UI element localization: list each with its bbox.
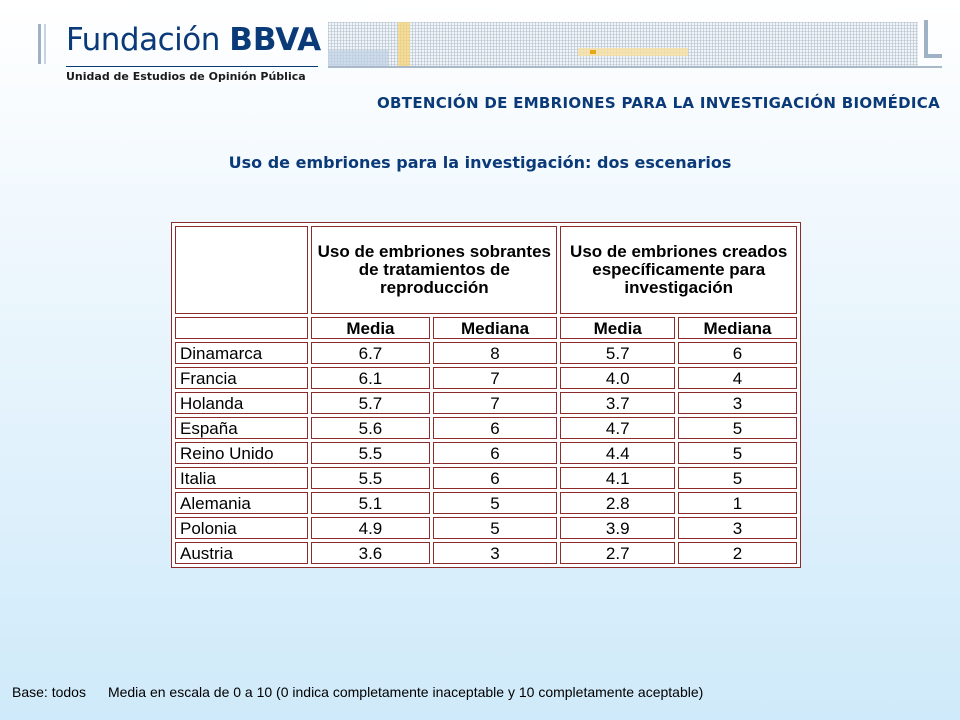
value-cell: 3 [432, 542, 558, 564]
country-cell: Austria [175, 542, 309, 564]
country-cell: Alemania [175, 492, 309, 514]
results-table-body: Uso de embriones sobrantes de tratamient… [175, 226, 797, 564]
value-cell: 2.8 [560, 492, 675, 514]
logo-bar-icon [38, 24, 41, 64]
unit-name: Unidad de Estudios de Opinión Pública [66, 70, 306, 83]
section-title: OBTENCIÓN DE EMBRIONES PARA LA INVESTIGA… [377, 94, 940, 112]
corner-bracket-icon [924, 20, 928, 58]
table-row: Francia 6.1 7 4.0 4 [175, 367, 797, 389]
table-row: Dinamarca 6.7 8 5.7 6 [175, 342, 797, 364]
value-cell: 3.6 [311, 542, 430, 564]
value-cell: 4.1 [560, 467, 675, 489]
footer-base: Base: todos [12, 684, 86, 700]
table-row: Austria 3.6 3 2.7 2 [175, 542, 797, 564]
value-cell: 4.4 [560, 442, 675, 464]
value-cell: 5 [432, 517, 558, 539]
country-cell: Dinamarca [175, 342, 309, 364]
value-cell: 6 [678, 342, 797, 364]
value-cell: 5.5 [311, 467, 430, 489]
table-row: Alemania 5.1 5 2.8 1 [175, 492, 797, 514]
value-cell: 7 [432, 367, 558, 389]
value-cell: 8 [432, 342, 558, 364]
value-cell: 2 [678, 542, 797, 564]
value-cell: 3 [678, 517, 797, 539]
table-group-header-row: Uso de embriones sobrantes de tratamient… [175, 226, 797, 314]
subheader-mediana: Mediana [678, 317, 797, 339]
table-row: España 5.6 6 4.7 5 [175, 417, 797, 439]
results-table: Uso de embriones sobrantes de tratamient… [171, 222, 801, 568]
table-row: Polonia 4.9 5 3.9 3 [175, 517, 797, 539]
value-cell: 5.7 [560, 342, 675, 364]
subheader-blank [175, 317, 309, 339]
brand-name: Fundación BBVA [66, 22, 322, 58]
value-cell: 6.7 [311, 342, 430, 364]
country-cell: España [175, 417, 309, 439]
value-cell: 6 [432, 442, 558, 464]
value-cell: 6.1 [311, 367, 430, 389]
subheader-media: Media [311, 317, 430, 339]
value-cell: 3.7 [560, 392, 675, 414]
country-cell: Holanda [175, 392, 309, 414]
country-cell: Francia [175, 367, 309, 389]
logo-divider [66, 66, 318, 67]
slide-title: Uso de embriones para la investigación: … [228, 153, 732, 172]
value-cell: 1 [678, 492, 797, 514]
country-cell: Polonia [175, 517, 309, 539]
value-cell: 3.9 [560, 517, 675, 539]
value-cell: 4.7 [560, 417, 675, 439]
footer-scale-note: Media en escala de 0 a 10 (0 indica comp… [107, 684, 704, 700]
table-row: Holanda 5.7 7 3.7 3 [175, 392, 797, 414]
value-cell: 5.7 [311, 392, 430, 414]
value-cell: 5.1 [311, 492, 430, 514]
value-cell: 4 [678, 367, 797, 389]
table-row: Reino Unido 5.5 6 4.4 5 [175, 442, 797, 464]
fundacion-bbva-logo: Fundación BBVA Unidad de Estudios de Opi… [38, 20, 328, 86]
value-cell: 2.7 [560, 542, 675, 564]
value-cell: 5.5 [311, 442, 430, 464]
header-scenario-leftover: Uso de embriones sobrantes de tratamient… [311, 226, 558, 314]
header-divider [328, 66, 942, 68]
country-cell: Reino Unido [175, 442, 309, 464]
decorative-grid [328, 22, 918, 66]
table-corner-cell [175, 226, 309, 314]
value-cell: 5 [432, 492, 558, 514]
header-decoration [328, 20, 942, 68]
value-cell: 4.9 [311, 517, 430, 539]
value-cell: 5 [678, 442, 797, 464]
value-cell: 6 [432, 467, 558, 489]
value-cell: 3 [678, 392, 797, 414]
subheader-media: Media [560, 317, 675, 339]
header-scenario-created: Uso de embriones creados específicamente… [560, 226, 797, 314]
value-cell: 6 [432, 417, 558, 439]
table-subheader-row: Media Mediana Media Mediana [175, 317, 797, 339]
footer-note: Base: todos Media en escala de 0 a 10 (0 … [12, 684, 703, 700]
value-cell: 5 [678, 467, 797, 489]
value-cell: 4.0 [560, 367, 675, 389]
table-row: Italia 5.5 6 4.1 5 [175, 467, 797, 489]
value-cell: 7 [432, 392, 558, 414]
value-cell: 5.6 [311, 417, 430, 439]
logo-bar-icon [44, 24, 46, 64]
subheader-mediana: Mediana [432, 317, 558, 339]
value-cell: 5 [678, 417, 797, 439]
country-cell: Italia [175, 467, 309, 489]
